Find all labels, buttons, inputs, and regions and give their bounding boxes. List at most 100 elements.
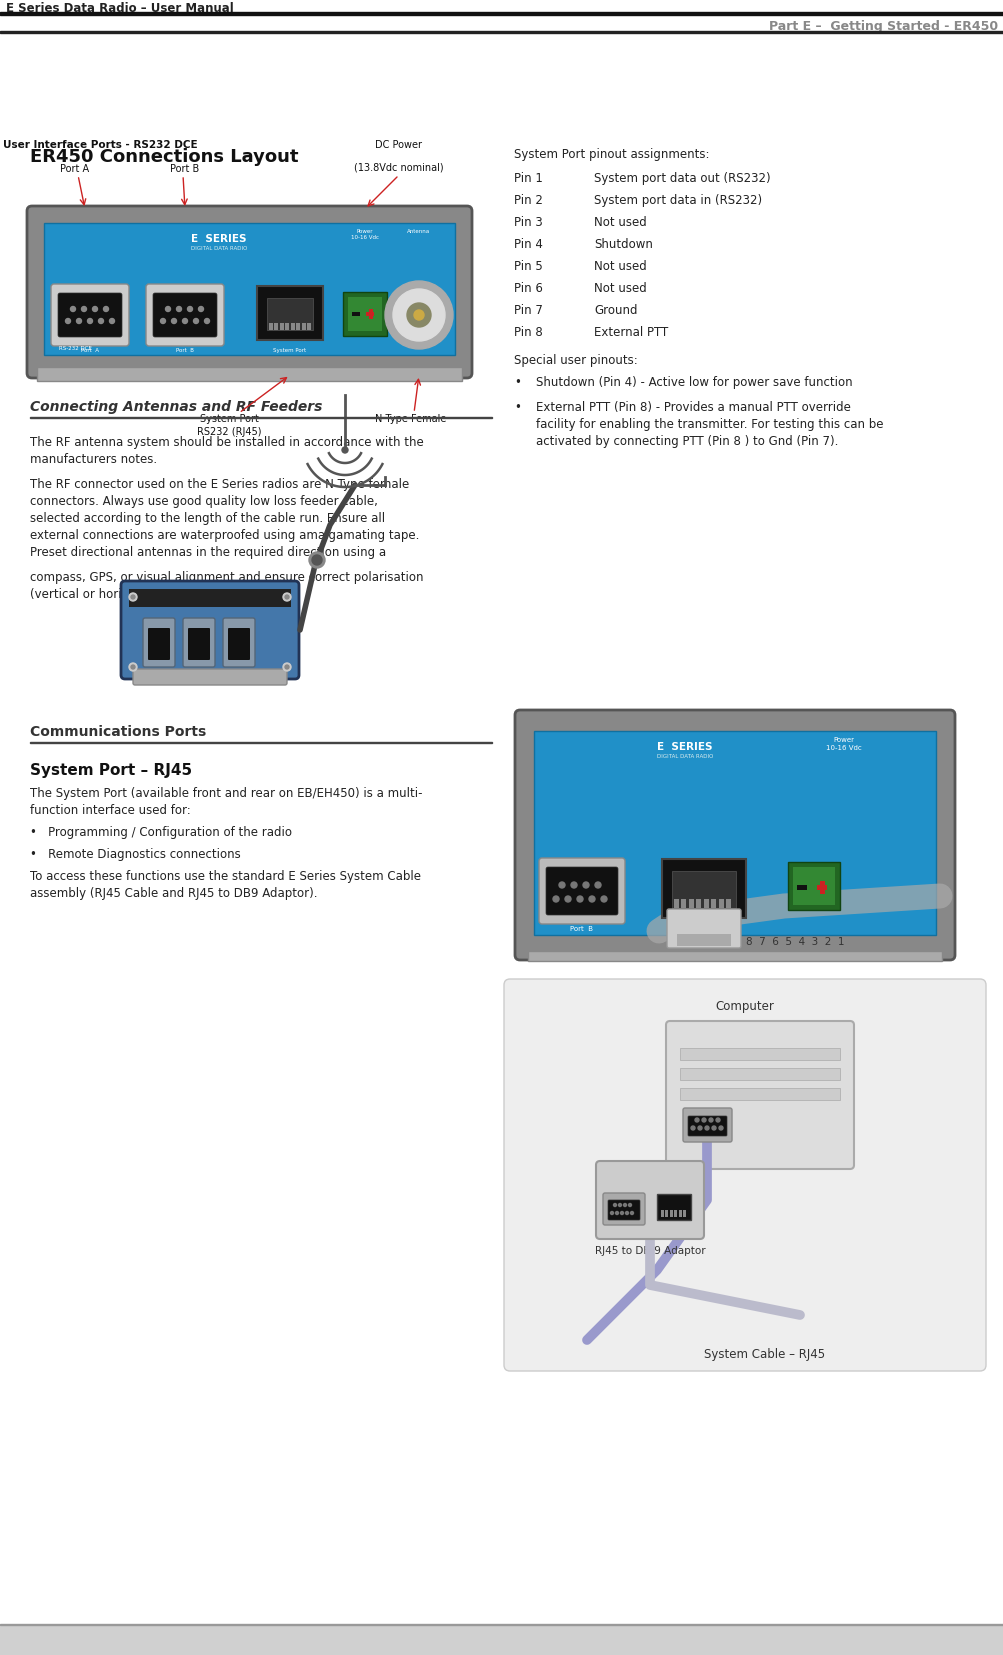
Text: Special user pinouts:: Special user pinouts: bbox=[514, 354, 637, 367]
Text: function interface used for:: function interface used for: bbox=[30, 804, 191, 816]
Circle shape bbox=[384, 281, 452, 349]
Text: compass, GPS, or visual alignment and ensure correct polarisation: compass, GPS, or visual alignment and en… bbox=[30, 571, 423, 584]
Text: Pin 2: Pin 2 bbox=[514, 194, 543, 207]
Circle shape bbox=[283, 594, 291, 602]
Bar bbox=[302, 324, 306, 331]
Bar bbox=[816, 885, 826, 890]
Bar bbox=[307, 324, 311, 331]
Circle shape bbox=[128, 664, 136, 672]
Text: Preset directional antennas in the required direction using a: Preset directional antennas in the requi… bbox=[30, 546, 386, 559]
Text: Shutdown (Pin 4) - Active low for power save function: Shutdown (Pin 4) - Active low for power … bbox=[536, 376, 852, 389]
FancyBboxPatch shape bbox=[666, 910, 740, 948]
Text: Pin 6: Pin 6 bbox=[514, 281, 543, 295]
Bar bbox=[679, 1048, 840, 1061]
Circle shape bbox=[98, 319, 103, 324]
Text: ER450 Connections Layout: ER450 Connections Layout bbox=[30, 147, 298, 166]
Text: assembly (RJ45 Cable and RJ45 to DB9 Adaptor).: assembly (RJ45 Cable and RJ45 to DB9 Ada… bbox=[30, 887, 317, 899]
Bar bbox=[280, 324, 284, 331]
Bar bbox=[267, 300, 313, 331]
Bar bbox=[683, 1210, 686, 1218]
Bar bbox=[0, 1625, 1003, 1655]
Text: •   Remote Diagnostics connections: • Remote Diagnostics connections bbox=[30, 847, 241, 861]
Circle shape bbox=[610, 1211, 613, 1215]
Text: (13.8Vdc nominal): (13.8Vdc nominal) bbox=[354, 162, 443, 172]
Circle shape bbox=[565, 897, 571, 902]
Bar bbox=[671, 872, 735, 909]
Text: activated by connecting PTT (Pin 8 ) to Gnd (Pin 7).: activated by connecting PTT (Pin 8 ) to … bbox=[536, 435, 838, 449]
Bar bbox=[665, 1210, 668, 1218]
Circle shape bbox=[285, 665, 289, 670]
Circle shape bbox=[285, 596, 289, 599]
Text: System port data out (RS232): System port data out (RS232) bbox=[594, 172, 770, 185]
Bar bbox=[534, 732, 935, 935]
Bar bbox=[0, 31, 1003, 35]
Bar bbox=[678, 1210, 681, 1218]
Bar bbox=[674, 1210, 677, 1218]
Circle shape bbox=[109, 319, 114, 324]
Text: Not used: Not used bbox=[594, 215, 646, 228]
Bar bbox=[696, 899, 701, 909]
Bar bbox=[528, 952, 941, 962]
Text: The RF antenna system should be installed in accordance with the: The RF antenna system should be installe… bbox=[30, 435, 423, 449]
Text: DC Power: DC Power bbox=[375, 141, 422, 151]
FancyBboxPatch shape bbox=[661, 859, 745, 919]
Circle shape bbox=[571, 882, 577, 889]
Text: facility for enabling the transmitter. For testing this can be: facility for enabling the transmitter. F… bbox=[536, 417, 883, 430]
Bar bbox=[274, 324, 278, 331]
Bar bbox=[0, 13, 1003, 17]
Text: 8  7  6  5  4  3  2  1: 8 7 6 5 4 3 2 1 bbox=[745, 937, 844, 947]
Bar bbox=[369, 309, 373, 319]
Text: System Port: System Port bbox=[273, 348, 306, 353]
Text: •: • bbox=[514, 401, 521, 414]
Circle shape bbox=[160, 319, 165, 324]
Circle shape bbox=[704, 1127, 708, 1130]
Circle shape bbox=[618, 1203, 621, 1206]
Circle shape bbox=[715, 1119, 719, 1122]
Circle shape bbox=[283, 664, 291, 672]
Text: Ground: Ground bbox=[594, 305, 637, 316]
Circle shape bbox=[625, 1211, 628, 1215]
Bar bbox=[269, 324, 273, 331]
FancyBboxPatch shape bbox=[132, 670, 287, 685]
Circle shape bbox=[711, 1127, 715, 1130]
Text: System Port: System Port bbox=[680, 925, 726, 935]
Text: System Port – RJ45: System Port – RJ45 bbox=[30, 763, 192, 778]
Bar bbox=[352, 313, 360, 316]
Circle shape bbox=[87, 319, 92, 324]
Circle shape bbox=[694, 1119, 698, 1122]
Circle shape bbox=[183, 319, 188, 324]
FancyBboxPatch shape bbox=[348, 298, 381, 331]
Bar bbox=[676, 935, 730, 947]
Text: External PTT (Pin 8) - Provides a manual PTT override: External PTT (Pin 8) - Provides a manual… bbox=[536, 401, 850, 414]
Circle shape bbox=[613, 1203, 616, 1206]
Bar bbox=[669, 1210, 672, 1218]
Circle shape bbox=[130, 665, 134, 670]
Text: DIGITAL DATA RADIO: DIGITAL DATA RADIO bbox=[656, 753, 712, 758]
Text: The RF connector used on the E Series radios are N Type female: The RF connector used on the E Series ra… bbox=[30, 478, 409, 490]
Bar bbox=[726, 899, 731, 909]
Circle shape bbox=[628, 1203, 631, 1206]
Text: System port data in (RS232): System port data in (RS232) bbox=[594, 194, 761, 207]
Text: Not used: Not used bbox=[594, 260, 646, 273]
Bar bbox=[681, 899, 686, 909]
Circle shape bbox=[81, 308, 86, 313]
Text: Power
10-16 Vdc: Power 10-16 Vdc bbox=[825, 736, 861, 750]
Text: System Port pinout assignments:: System Port pinout assignments: bbox=[514, 147, 709, 161]
Bar bbox=[660, 1210, 663, 1218]
Text: Power
10-16 Vdc: Power 10-16 Vdc bbox=[351, 228, 378, 240]
Circle shape bbox=[615, 1211, 618, 1215]
Text: Port A: Port A bbox=[60, 164, 89, 174]
Circle shape bbox=[413, 311, 423, 321]
Bar bbox=[285, 324, 289, 331]
Circle shape bbox=[392, 290, 444, 343]
Text: Page 23: Page 23 bbox=[950, 1635, 995, 1645]
Text: external connections are waterproofed using amalgamating tape.: external connections are waterproofed us… bbox=[30, 528, 419, 541]
Text: Pin 7: Pin 7 bbox=[514, 305, 543, 316]
Bar bbox=[44, 223, 454, 356]
FancyBboxPatch shape bbox=[228, 629, 250, 660]
Circle shape bbox=[205, 319, 210, 324]
Circle shape bbox=[708, 1119, 712, 1122]
FancyBboxPatch shape bbox=[343, 293, 386, 338]
FancyBboxPatch shape bbox=[27, 207, 471, 379]
FancyBboxPatch shape bbox=[142, 619, 175, 667]
